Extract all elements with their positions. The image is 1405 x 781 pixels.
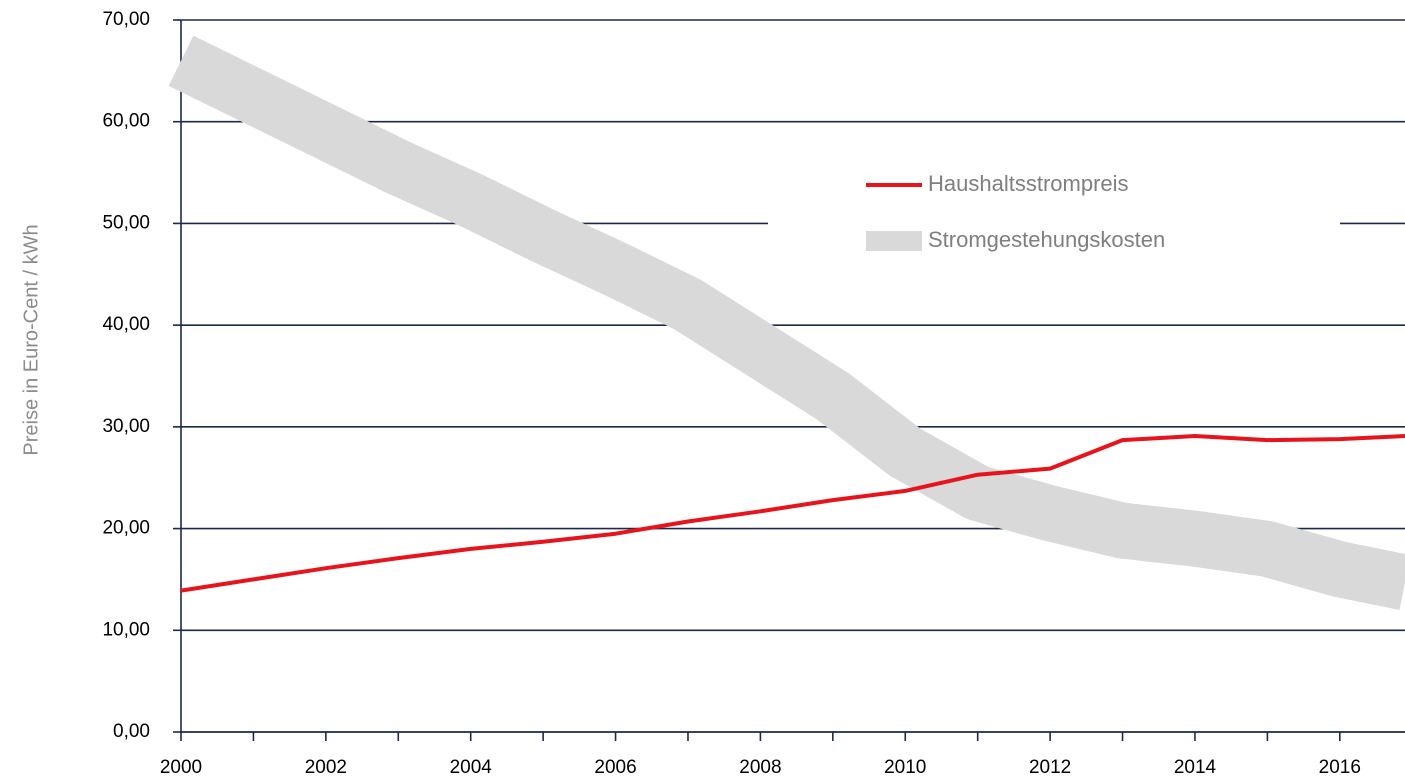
legend-label: Haushaltsstrompreis	[928, 171, 1129, 196]
x-tick-label: 2014	[1174, 757, 1217, 778]
y-tick-label: 40,00	[102, 314, 150, 335]
x-tick-label: 2016	[1319, 757, 1361, 778]
y-tick-label: 70,00	[102, 9, 150, 30]
y-axis-label: Preise in Euro-Cent / kWh	[20, 224, 42, 455]
legend-box	[768, 150, 1340, 262]
y-tick-label: 10,00	[102, 619, 150, 640]
y-tick-label: 20,00	[102, 518, 150, 539]
x-tick-label: 2000	[160, 757, 202, 778]
x-tick-label: 2010	[884, 757, 926, 778]
x-tick-label: 2004	[450, 757, 493, 778]
x-tick-label: 2008	[739, 757, 781, 778]
x-tick-label: 2002	[305, 757, 347, 778]
legend-label: Stromgestehungskosten	[928, 227, 1165, 252]
series-line	[180, 434, 1405, 593]
y-tick-label: 0,00	[113, 721, 150, 742]
y-tick-label: 30,00	[102, 416, 150, 437]
y-tick-label: 60,00	[102, 111, 150, 132]
series-line	[168, 35, 1405, 610]
y-tick-label: 50,00	[102, 212, 150, 233]
x-tick-label: 2006	[594, 757, 636, 778]
x-tick-label: 2012	[1029, 757, 1071, 778]
